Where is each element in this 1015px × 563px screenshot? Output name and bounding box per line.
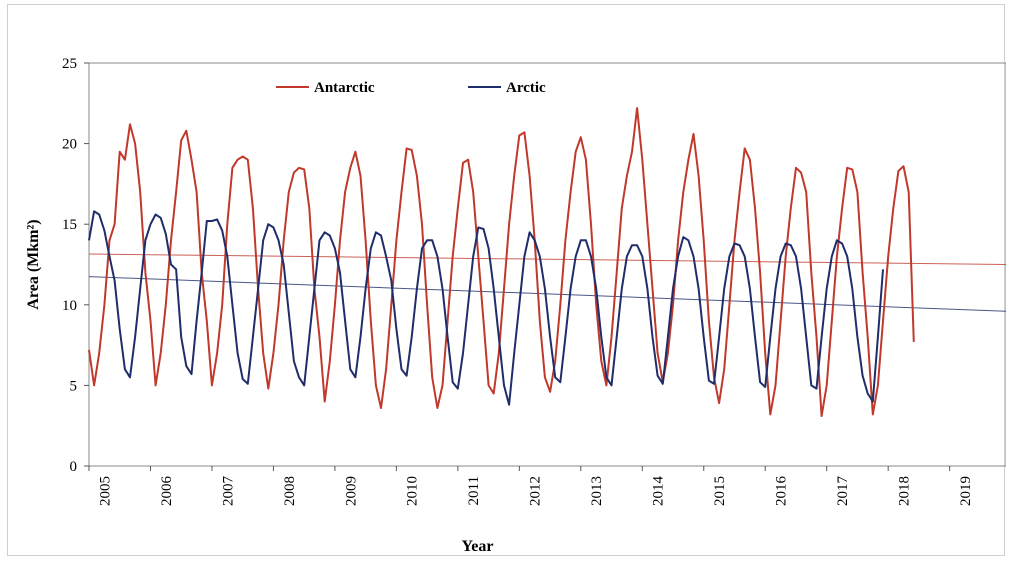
x-tick-label: 2013 — [589, 476, 605, 506]
x-tick-label: 2006 — [159, 476, 175, 507]
y-tick-label: 15 — [62, 217, 77, 233]
x-tick-label: 2014 — [651, 476, 667, 507]
x-tick-label: 2005 — [97, 476, 113, 506]
chart-frame: 0 5 10 15 20 25 2005 2006 2007 2008 2009 2010 2011 20… — [7, 4, 1006, 556]
x-axis-title: Year — [462, 538, 494, 555]
y-tick-label: 5 — [70, 378, 78, 394]
y-tick-label: 0 — [70, 459, 78, 475]
x-tick-label: 2011 — [466, 476, 482, 505]
x-tick-label: 2007 — [220, 476, 236, 507]
x-tick-label: 2019 — [958, 476, 974, 506]
x-tick-label: 2015 — [712, 476, 728, 506]
x-tick-label: 2016 — [774, 476, 790, 507]
x-tick-label: 2010 — [405, 476, 421, 506]
series-line-antarctic — [88, 107, 915, 417]
x-tick-label: 2012 — [528, 476, 544, 506]
plot-area: 0 5 10 15 20 25 2005 2006 2007 2008 2009 2010 2011 20… — [25, 56, 1006, 555]
x-tick-label: 2009 — [343, 476, 359, 506]
y-tick-label: 10 — [62, 298, 77, 314]
y-axis-title: Area (Mkm²) — [25, 219, 42, 309]
sea-ice-area-chart: 0 5 10 15 20 25 2005 2006 2007 2008 2009 2010 2011 20… — [25, 56, 1006, 555]
legend-label-antarctic: Antarctic — [314, 80, 375, 96]
x-tick-label: 2008 — [282, 476, 298, 506]
x-tick-label: 2017 — [835, 476, 851, 507]
y-tick-label: 25 — [62, 56, 77, 72]
legend-label-arctic: Arctic — [506, 80, 546, 96]
series-line-arctic — [88, 210, 884, 406]
y-tick-label: 20 — [62, 137, 77, 153]
plot-border — [88, 62, 1006, 467]
x-tick-label: 2018 — [897, 476, 913, 506]
trendline-antarctic — [88, 253, 1006, 265]
